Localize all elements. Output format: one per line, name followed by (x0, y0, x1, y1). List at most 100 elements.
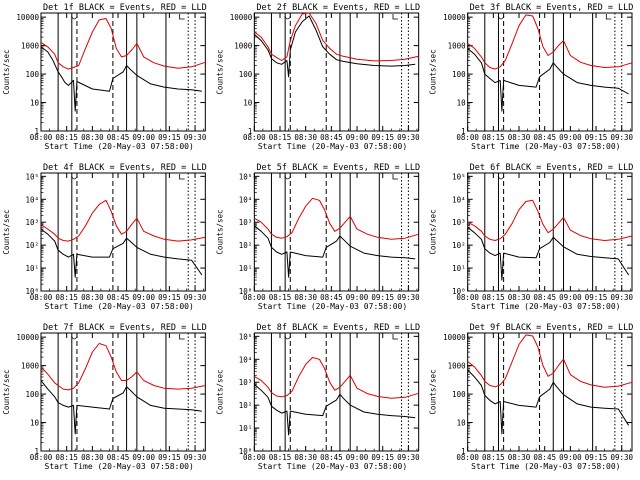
lld-series-line (40, 18, 206, 70)
x-tick-label: 08:15 (55, 133, 78, 142)
x-tick-label: 08:45 (320, 293, 343, 302)
panel-title: Det 2f BLACK = Events, RED = LLD (256, 3, 420, 13)
y-axis-label: Counts/sec (2, 209, 11, 254)
x-tick-label: 08:00 (456, 293, 479, 302)
panel-9: Det 9f BLACK = Events, RED = LLD 1 10 100 10… (429, 323, 634, 471)
y-tick-label: 1000 (21, 362, 40, 371)
x-tick-label: 09:00 (132, 453, 155, 462)
events-series-line (40, 46, 202, 112)
x-tick-label: 09:15 (158, 293, 181, 302)
panel-title: Det 9f BLACK = Events, RED = LLD (470, 323, 634, 333)
x-tick-label: 08:15 (482, 133, 505, 142)
x-tick-label: 08:45 (107, 453, 130, 462)
corner-glyph (179, 174, 185, 180)
lld-series-line (40, 199, 206, 242)
y-tick-label: 10 (457, 99, 467, 108)
y-axis-label: Counts/sec (215, 209, 224, 254)
x-tick-label: 09:15 (371, 133, 394, 142)
x-tick-label: 08:15 (269, 133, 292, 142)
y-tick-label: 1 (248, 127, 253, 136)
lld-series-line (254, 12, 419, 62)
flag-glyph (284, 335, 292, 340)
x-tick-label: 08:30 (294, 293, 317, 302)
x-tick-label: 09:00 (559, 133, 582, 142)
y-tick-label: 10³ (239, 378, 253, 387)
corner-glyph (392, 174, 398, 180)
panel-5: Det 5f BLACK = Events, RED = LLD 10⁰ 10¹ 10… (215, 163, 420, 311)
y-tick-label: 10⁰ (452, 287, 466, 296)
corner-glyph (392, 14, 398, 20)
x-tick-label: 08:30 (508, 453, 531, 462)
y-tick-label: 10000 (16, 333, 39, 342)
y-axis-label: Counts/sec (215, 49, 224, 94)
lld-series-line (467, 14, 633, 70)
x-tick-label: 09:30 (610, 453, 633, 462)
x-tick-label: 09:30 (184, 293, 207, 302)
plot-frame (467, 172, 633, 292)
x-tick-label: 08:30 (294, 133, 317, 142)
y-axis-label: Counts/sec (429, 209, 438, 254)
x-tick-label: 09:30 (397, 133, 420, 142)
x-tick-label: 09:30 (184, 453, 207, 462)
corner-glyph (392, 334, 398, 340)
x-tick-label: 09:15 (585, 453, 608, 462)
lld-series-line (254, 357, 419, 399)
x-tick-label: 09:15 (371, 453, 394, 462)
y-tick-label: 10⁰ (239, 447, 253, 456)
flag-glyph (497, 175, 505, 180)
corner-glyph (179, 14, 185, 20)
flag-glyph (71, 175, 78, 180)
y-tick-label: 10² (239, 241, 253, 250)
y-tick-label: 10000 (443, 13, 466, 22)
x-axis-label: Start Time (20-May-03 07:58:00) (258, 302, 407, 311)
flag-glyph (284, 175, 292, 180)
panel-1: Det 1f BLACK = Events, RED = LLD 1 10 100 10… (2, 3, 207, 151)
y-tick-label: 1 (34, 127, 39, 136)
y-tick-label: 10¹ (239, 264, 253, 273)
panel-3: Det 3f BLACK = Events, RED = LLD 1 10 100 10… (429, 3, 634, 151)
y-tick-label: 10² (25, 241, 39, 250)
x-tick-label: 08:00 (243, 453, 266, 462)
y-axis-label: Counts/sec (429, 49, 438, 94)
x-tick-label: 08:00 (456, 133, 479, 142)
y-axis-label: Counts/sec (215, 369, 224, 414)
events-series-line (253, 384, 416, 436)
y-tick-label: 10⁵ (25, 172, 39, 181)
panel-title: Det 3f BLACK = Events, RED = LLD (470, 3, 634, 13)
panel-6: Det 6f BLACK = Events, RED = LLD 10⁰ 10¹ 10… (429, 163, 634, 311)
x-tick-label: 08:00 (243, 293, 266, 302)
x-tick-label: 08:00 (30, 133, 53, 142)
corner-glyph (605, 14, 612, 20)
flag-glyph (71, 335, 78, 340)
lld-series-line (467, 199, 633, 241)
x-tick-label: 09:00 (132, 133, 155, 142)
plot-frame (40, 172, 206, 292)
y-tick-label: 1 (461, 127, 466, 136)
events-series-line (467, 369, 630, 435)
y-tick-label: 10⁵ (239, 332, 253, 341)
x-axis-label: Start Time (20-May-03 07:58:00) (471, 462, 620, 471)
panel-4: Det 4f BLACK = Events, RED = LLD 10⁰ 10¹ 10… (2, 163, 207, 311)
x-tick-label: 09:00 (346, 133, 369, 142)
y-tick-label: 10⁴ (239, 195, 253, 204)
y-axis-label: Counts/sec (429, 369, 438, 414)
x-tick-label: 08:15 (55, 293, 78, 302)
flag-glyph (497, 335, 505, 340)
x-tick-label: 09:00 (346, 453, 369, 462)
y-tick-label: 10² (452, 241, 466, 250)
x-tick-label: 08:30 (81, 293, 104, 302)
plot-frame (253, 12, 420, 132)
x-tick-label: 09:30 (610, 133, 633, 142)
events-series-line (253, 15, 416, 78)
x-tick-label: 08:45 (320, 133, 343, 142)
x-axis-label: Start Time (20-May-03 07:58:00) (45, 302, 194, 311)
y-tick-label: 10⁵ (452, 172, 466, 181)
x-tick-label: 09:15 (371, 293, 394, 302)
flag-glyph (284, 15, 292, 20)
y-tick-label: 10³ (452, 218, 466, 227)
x-tick-label: 08:45 (107, 133, 130, 142)
plot-frame (40, 332, 206, 452)
y-tick-label: 10³ (25, 218, 39, 227)
x-tick-label: 09:15 (585, 293, 608, 302)
y-tick-label: 1 (34, 447, 39, 456)
